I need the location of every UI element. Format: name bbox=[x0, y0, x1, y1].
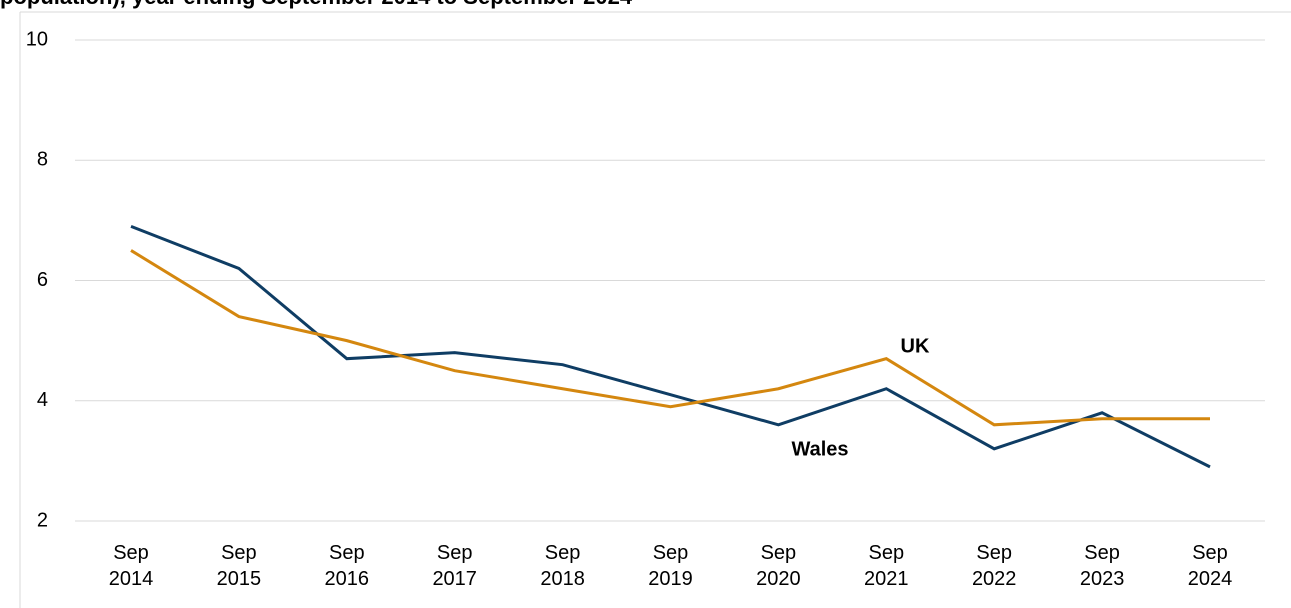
x-tick-label: Sep 2021 bbox=[864, 542, 909, 590]
x-tick-label: Sep 2022 bbox=[971, 542, 1017, 590]
series-label: UK bbox=[901, 335, 930, 357]
y-tick-label: 6 bbox=[37, 269, 48, 291]
y-tick-label: 8 bbox=[37, 149, 48, 171]
line bbox=[130, 224, 1211, 469]
y-tick-label: 4 bbox=[37, 389, 48, 411]
x-tick-label: Sep 2024 bbox=[1187, 542, 1233, 590]
x-tick-label: Sep 2015 bbox=[216, 542, 262, 590]
y-tick-label: 2 bbox=[37, 509, 48, 531]
line bbox=[130, 249, 1210, 427]
x-tick-label: Sep 2020 bbox=[756, 542, 801, 590]
chart-title: population), year ending September 2014 … bbox=[0, 0, 633, 9]
x-tick-label: Sep 2018 bbox=[540, 542, 585, 590]
y-tick-label: 10 bbox=[26, 28, 48, 50]
series-label: Wales bbox=[791, 438, 848, 460]
x-tick-label: Sep 2014 bbox=[108, 542, 154, 590]
x-tick-label: Sep 2016 bbox=[324, 542, 370, 590]
x-tick-label: Sep 2019 bbox=[648, 542, 693, 590]
x-tick-label: Sep 2017 bbox=[432, 542, 477, 590]
x-tick-label: Sep 2023 bbox=[1079, 542, 1125, 590]
